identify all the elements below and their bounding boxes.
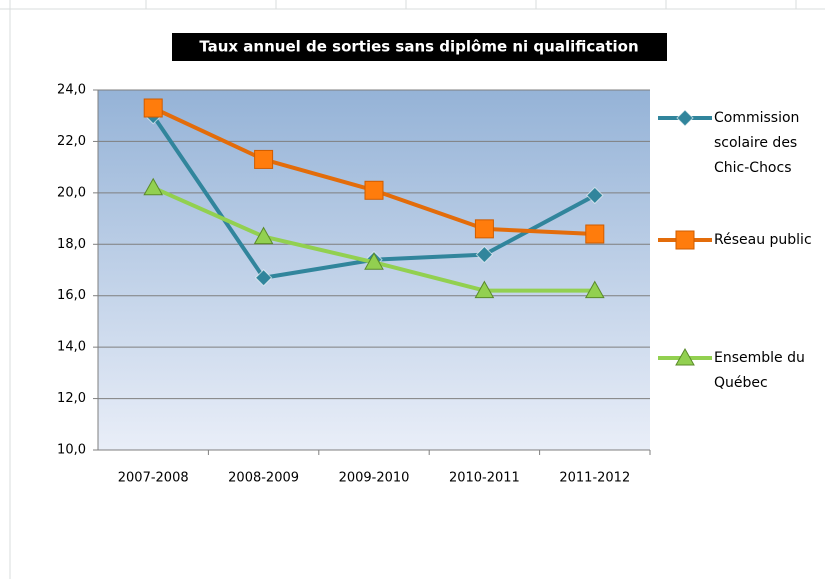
x-tick-label: 2010-2011 [449,471,520,486]
y-tick-label: 22,0 [57,134,86,149]
title-box [172,33,667,61]
legend-label: Commission scolaire des Chic-Chocs [714,110,800,176]
point-marker [364,180,384,200]
y-tick-label: 16,0 [57,288,86,303]
point-marker [584,280,605,299]
legend-marker [675,230,695,250]
y-tick-label: 18,0 [57,237,86,252]
y-tick-label: 12,0 [57,391,86,406]
point-marker [364,252,384,270]
legend-marker [676,109,694,127]
y-tick-label: 24,0 [57,83,86,98]
point-marker [474,280,495,299]
y-tick-label: 14,0 [57,340,86,355]
legend-marker [675,347,695,366]
x-tick-label: 2007-2008 [118,471,189,486]
point-marker [586,186,604,205]
chart-title: Taux annuel de sorties sans diplôme ni q… [199,38,638,56]
point-marker [254,269,273,287]
legend-label: Ensemble du Québec [714,350,805,391]
point-marker [253,226,274,245]
x-tick-label: 2009-2010 [339,471,410,486]
point-marker [143,98,163,118]
legend-label: Réseau public [714,232,812,248]
y-tick-label: 20,0 [57,185,86,200]
x-tick-label: 2008-2009 [228,471,299,486]
point-marker [254,149,274,169]
y-tick-label: 10,0 [57,443,86,458]
x-tick-label: 2011-2012 [559,471,630,486]
point-marker [475,245,494,264]
point-marker [585,224,605,244]
point-marker [474,219,494,239]
plot-area [98,90,650,450]
point-marker [143,177,164,196]
